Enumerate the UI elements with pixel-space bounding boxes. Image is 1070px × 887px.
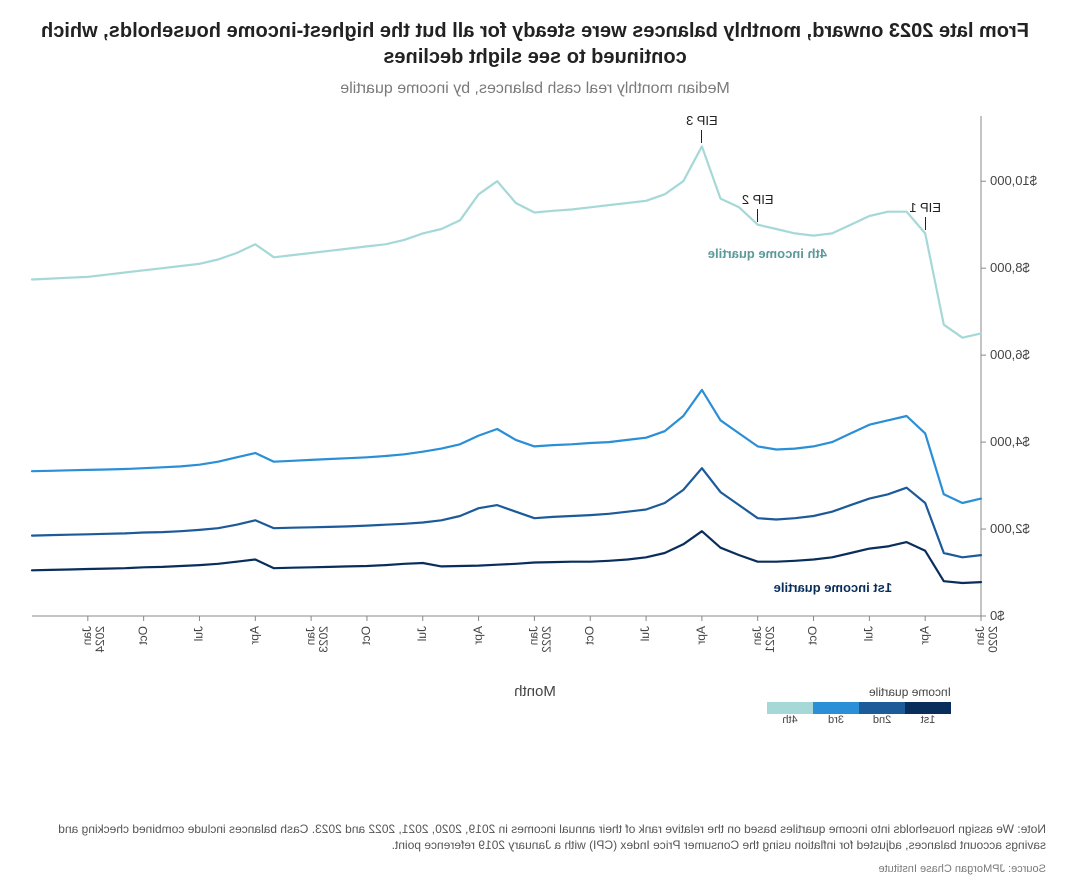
legend-swatches xyxy=(767,702,951,714)
svg-text:2021: 2021 xyxy=(763,626,777,653)
svg-text:Jan: Jan xyxy=(303,626,317,645)
legend-swatch xyxy=(813,702,859,714)
legend-swatch xyxy=(859,702,905,714)
legend-label: 3rd xyxy=(813,714,859,726)
svg-text:2023: 2023 xyxy=(316,626,330,653)
chart-title: From late 2023 onward, monthly balances … xyxy=(24,18,1046,70)
svg-text:2024: 2024 xyxy=(93,626,107,653)
legend: Income quartile 1st2nd3rd4th xyxy=(767,685,951,726)
svg-text:Oct: Oct xyxy=(136,626,150,645)
svg-text:Jul: Jul xyxy=(862,626,876,641)
svg-text:Jul: Jul xyxy=(192,626,206,641)
svg-text:2020: 2020 xyxy=(986,626,1000,653)
svg-text:Jan: Jan xyxy=(750,626,764,645)
svg-text:$10,000: $10,000 xyxy=(990,173,1037,188)
svg-text:Jan: Jan xyxy=(973,626,987,645)
svg-text:Jan: Jan xyxy=(527,626,541,645)
svg-text:$0: $0 xyxy=(990,608,1004,623)
svg-text:Apr: Apr xyxy=(694,626,708,645)
svg-text:Apr: Apr xyxy=(247,626,261,645)
svg-text:Jul: Jul xyxy=(415,626,429,641)
svg-text:$2,000: $2,000 xyxy=(990,521,1030,536)
svg-text:Oct: Oct xyxy=(359,626,373,645)
footnote: Note: We assign households into income q… xyxy=(24,821,1046,853)
chart-subtitle: Median monthly real cash balances, by in… xyxy=(24,80,1046,98)
svg-text:Jul: Jul xyxy=(638,626,652,641)
legend-swatch xyxy=(767,702,813,714)
svg-text:Apr: Apr xyxy=(917,626,931,645)
svg-text:$6,000: $6,000 xyxy=(990,347,1030,362)
legend-title: Income quartile xyxy=(767,685,951,699)
svg-text:Jan: Jan xyxy=(80,626,94,645)
svg-text:Oct: Oct xyxy=(582,626,596,645)
legend-label: 2nd xyxy=(859,714,905,726)
legend-swatch xyxy=(905,702,951,714)
legend-labels: 1st2nd3rd4th xyxy=(767,714,951,726)
chart-area: $0$2,000$4,000$6,000$8,000$10,000Jan2020… xyxy=(24,106,1046,700)
svg-text:2022: 2022 xyxy=(540,626,554,653)
legend-label: 1st xyxy=(905,714,951,726)
legend-label: 4th xyxy=(767,714,813,726)
source-line: Source: JPMorgan Chase Institute xyxy=(24,863,1046,875)
chart-page: From late 2023 onward, monthly balances … xyxy=(0,0,1070,887)
svg-text:Oct: Oct xyxy=(806,626,820,645)
footer: Note: We assign households into income q… xyxy=(24,821,1046,875)
line-chart-svg: $0$2,000$4,000$6,000$8,000$10,000Jan2020… xyxy=(24,106,1046,681)
svg-text:$4,000: $4,000 xyxy=(990,434,1030,449)
svg-text:Apr: Apr xyxy=(471,626,485,645)
svg-text:$8,000: $8,000 xyxy=(990,260,1030,275)
